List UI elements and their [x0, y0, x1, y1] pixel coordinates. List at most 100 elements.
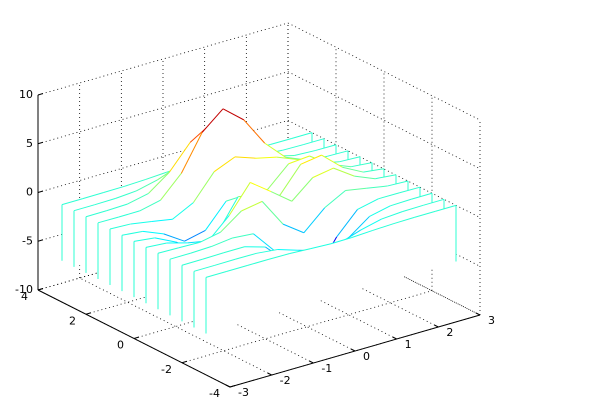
curve-segment	[97, 216, 119, 224]
curve-segment	[282, 144, 304, 151]
curve-segment	[312, 167, 334, 179]
curve-segment	[336, 209, 358, 238]
curve-segment	[154, 237, 176, 243]
curve-segment	[127, 192, 149, 205]
curve-segment	[184, 229, 206, 242]
x-tick	[350, 348, 356, 352]
curve-segment	[282, 223, 305, 234]
curve-segment	[249, 181, 272, 193]
x-tick	[225, 384, 231, 388]
curve-segment	[264, 142, 286, 158]
curve-segment	[228, 182, 251, 216]
curve-segment	[375, 174, 397, 180]
curve-segment	[180, 132, 203, 174]
curve-segment	[82, 192, 104, 200]
curve-segment	[103, 185, 125, 194]
curve-segment	[435, 204, 457, 212]
y-tick	[181, 360, 188, 364]
grid-line	[37, 71, 289, 145]
z-tick-label: -5	[22, 234, 33, 247]
curve-segment	[118, 210, 140, 218]
curve-segment	[202, 252, 224, 260]
z-tick-label: 5	[26, 137, 33, 150]
curve-segment	[327, 150, 349, 157]
curve-segment	[73, 204, 95, 212]
curve-segment	[300, 154, 322, 165]
curve-segment	[213, 156, 236, 173]
z-tick	[37, 93, 44, 96]
curve-segment	[372, 223, 394, 231]
curve-segment	[157, 247, 179, 254]
z-tick	[37, 239, 44, 242]
curve-segment	[223, 246, 245, 254]
curve-segment	[232, 233, 254, 239]
curve-segment	[142, 230, 164, 235]
curve-segment	[115, 190, 137, 199]
curve-segment	[378, 192, 400, 200]
curve-segment	[333, 167, 355, 177]
curve-segment	[423, 198, 445, 206]
curve-segment	[381, 211, 403, 220]
curve-segment	[294, 150, 316, 156]
curve-segment	[139, 199, 161, 212]
curve-segment	[366, 185, 388, 189]
grid-line	[287, 22, 481, 121]
curve-segment	[303, 138, 325, 146]
curve-segment	[204, 200, 227, 231]
z-tick	[37, 141, 44, 145]
curve-segment	[387, 180, 409, 187]
curve-segment	[201, 108, 224, 133]
curve-segment	[214, 258, 236, 266]
curve-segment	[348, 216, 370, 239]
curve-segment	[199, 231, 221, 243]
x-tick	[309, 360, 314, 364]
x-tick-label: 1	[405, 338, 412, 351]
curve-segment	[270, 191, 293, 202]
curve-segment	[393, 216, 415, 225]
curve-segment	[303, 207, 326, 234]
x-tick	[267, 372, 272, 376]
curve-segment	[168, 142, 191, 173]
curve-segment	[289, 248, 311, 255]
curve-segment	[414, 210, 436, 218]
curve-segment	[253, 233, 275, 251]
curve-segment	[345, 187, 367, 192]
curve-segment	[291, 177, 314, 202]
curve-segment	[270, 138, 292, 146]
curve-segment	[109, 223, 131, 230]
curve-segment	[256, 249, 278, 254]
curve-segment	[124, 179, 146, 187]
curve-segment	[211, 237, 233, 247]
curve-segment	[61, 198, 83, 206]
curve-segment	[276, 156, 298, 160]
z-tick-label: 0	[26, 186, 33, 199]
curve-segment	[279, 164, 302, 196]
curve-segment	[178, 241, 200, 249]
curve-segment	[226, 264, 248, 272]
curve-segment	[193, 264, 215, 272]
curve-segment	[235, 252, 257, 260]
curve-segment	[192, 171, 215, 203]
curve-segment	[136, 179, 158, 192]
curve-segment	[330, 237, 352, 245]
curve-segment	[172, 202, 194, 220]
curve-segment	[85, 210, 107, 218]
curve-fill	[206, 205, 456, 334]
y-tick	[85, 312, 92, 315]
x-tick	[392, 336, 397, 340]
curve-segment	[148, 171, 170, 194]
y-tick	[229, 385, 236, 388]
curve-segment	[357, 198, 379, 210]
y-tick-label: -4	[209, 387, 220, 400]
curve-segment	[145, 242, 167, 248]
y-tick-label: 2	[69, 314, 76, 327]
grid-line	[37, 22, 289, 96]
curve-segment	[402, 204, 424, 213]
curve-segment	[163, 233, 185, 242]
curve-segment	[268, 253, 290, 260]
curve-segment	[243, 119, 266, 144]
curve-segment	[342, 166, 364, 173]
curve-segment	[277, 249, 299, 251]
curve-segment	[339, 156, 361, 163]
curve-segment	[145, 171, 167, 181]
